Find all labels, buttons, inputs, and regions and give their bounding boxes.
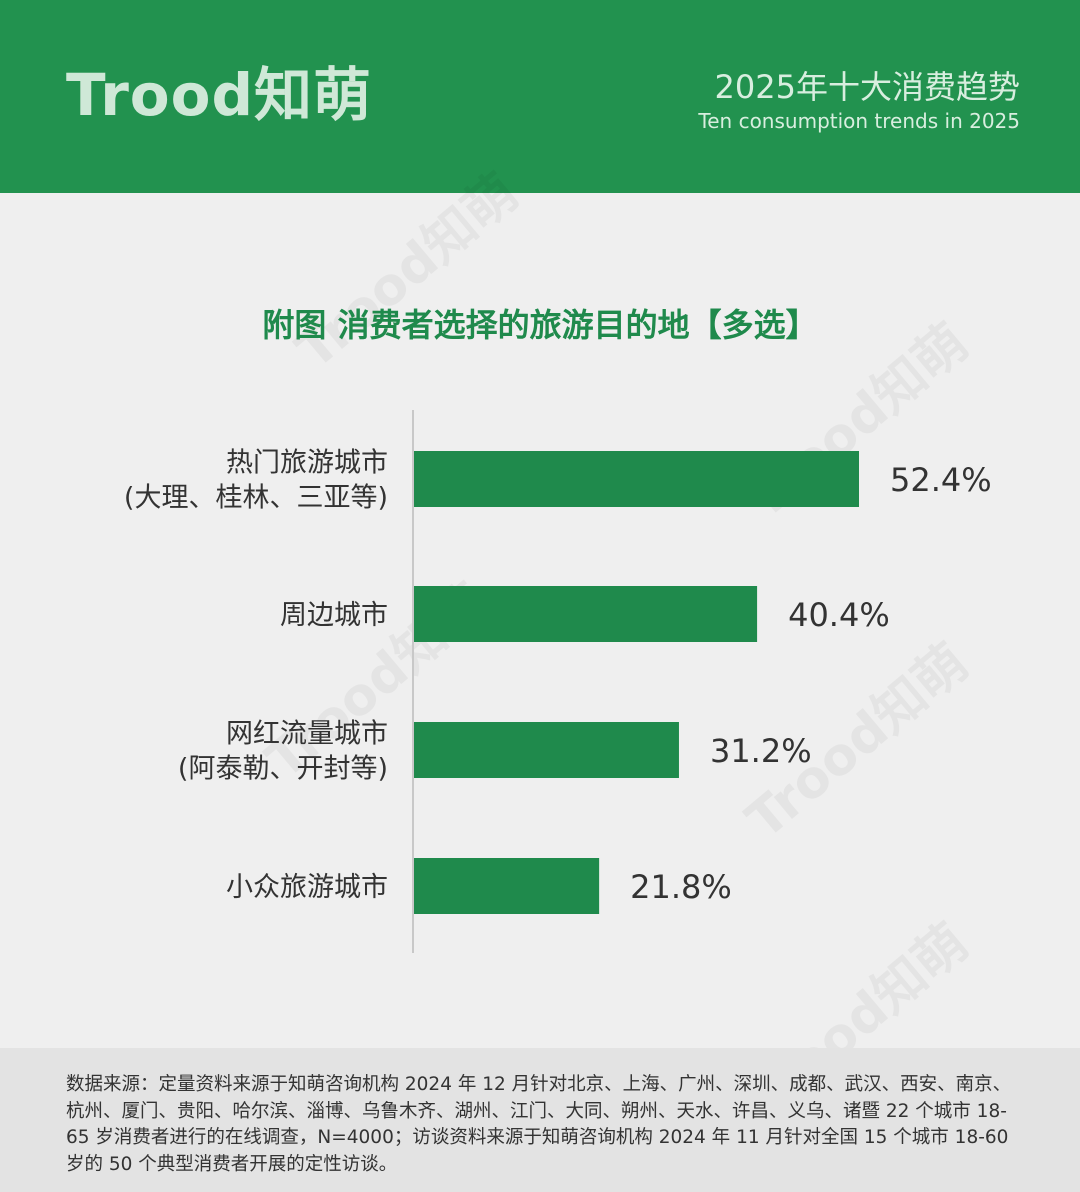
category-label: 周边城市 [280, 600, 388, 631]
data-label: 21.8% [630, 868, 732, 906]
bar [414, 586, 758, 642]
data-label: 40.4% [788, 596, 890, 634]
bar [414, 858, 600, 914]
bar [414, 722, 679, 778]
bar-chart: 52.4% 热门旅游城市 (大理、桂林、三亚等) 40.4% 周边城市 31.2% 网红流量… [124, 410, 992, 953]
data-source-note: 数据来源：定量资料来源于知萌咨询机构 2024 年 12 月针对北京、上海、广州… [66, 1074, 1012, 1175]
header-banner: Trood知萌 2025年十大消费趋势 Ten consumption tren… [0, 0, 1080, 193]
report-title-en: Ten consumption trends in 2025 [698, 109, 1020, 133]
category-label: 热门旅游城市 [226, 448, 388, 479]
data-label: 52.4% [890, 461, 992, 499]
category-label: 网红流量城市 [226, 719, 388, 750]
brand-logo: Trood知萌 [66, 61, 373, 129]
category-label: (大理、桂林、三亚等) [124, 483, 388, 514]
bar [414, 451, 859, 507]
chart-title: 附图 消费者选择的旅游目的地【多选】 [262, 306, 818, 344]
category-label: 小众旅游城市 [226, 872, 388, 903]
category-label: (阿泰勒、开封等) [178, 754, 388, 785]
footer-panel [0, 1048, 1080, 1192]
report-title-cn: 2025年十大消费趋势 [714, 68, 1020, 106]
data-label: 31.2% [710, 732, 812, 770]
